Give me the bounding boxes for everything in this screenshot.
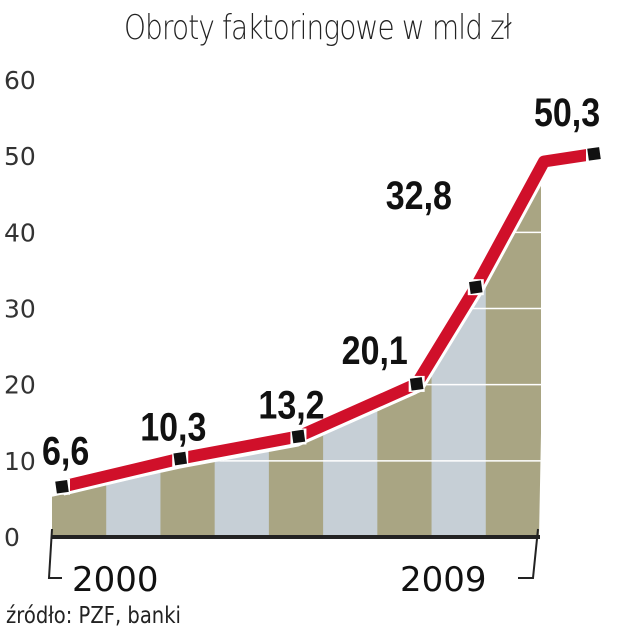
data-point-marker <box>469 280 483 294</box>
chart-title: Obroty faktoringowe w mld zł <box>123 8 512 48</box>
data-label: 10,3 <box>140 404 206 449</box>
x-tick-label: 2000 <box>72 560 159 600</box>
data-point-marker <box>409 377 424 391</box>
area-stripe <box>377 171 433 537</box>
data-point-marker <box>291 429 306 444</box>
data-point-marker <box>55 479 69 494</box>
y-tick-label: 50 <box>4 142 36 171</box>
data-point-marker <box>587 147 601 161</box>
data-label: 20,1 <box>342 327 408 372</box>
data-label: 13,2 <box>258 382 324 427</box>
data-point-marker <box>173 451 187 466</box>
data-label: 6,6 <box>42 428 89 473</box>
x-tick-label: 2009 <box>400 560 487 600</box>
area-stripe <box>268 171 325 537</box>
area-stripe <box>485 171 541 537</box>
area-stripe <box>214 171 270 537</box>
y-tick-label: 20 <box>4 371 36 400</box>
y-tick-label: 40 <box>4 218 36 247</box>
area-stripe <box>323 171 379 537</box>
y-tick-label: 10 <box>4 447 36 476</box>
y-tick-label: 60 <box>4 66 36 95</box>
left-bracket <box>47 528 62 579</box>
y-tick-label: 30 <box>4 295 36 324</box>
right-bracket <box>518 528 539 579</box>
data-label: 32,8 <box>386 173 452 218</box>
data-label: 50,3 <box>534 89 600 134</box>
y-tick-label: 0 <box>4 523 20 552</box>
source-note: źródło: PZF, banki <box>6 603 181 629</box>
